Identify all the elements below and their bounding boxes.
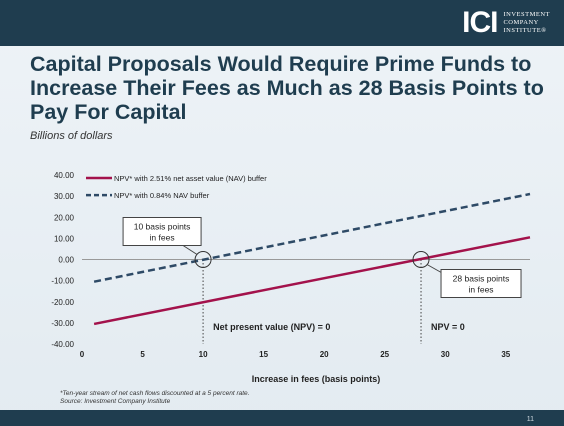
y-tick-label: 40.00 — [54, 171, 75, 180]
y-tick-label: -10.00 — [51, 277, 74, 286]
y-tick-label: 20.00 — [54, 213, 75, 222]
legend-label-1: NPV* with 2.51% net asset value (NAV) bu… — [114, 174, 267, 183]
footer-bar: 11 — [0, 410, 564, 426]
y-tick-label: 0.00 — [58, 256, 74, 265]
crossing-marker — [412, 251, 430, 268]
x-tick-label: 10 — [199, 350, 208, 359]
annotation-text: 28 basis points — [453, 274, 510, 284]
annotation-box — [440, 269, 522, 298]
x-tick-label: 0 — [80, 350, 85, 359]
y-tick-label: -40.00 — [51, 340, 74, 349]
logo-text: INVESTMENT COMPANY INSTITUTE® — [503, 11, 550, 35]
annotation-box — [122, 217, 202, 246]
logo-line-1: INVESTMENT — [503, 11, 550, 18]
y-tick-label: -30.00 — [51, 319, 74, 328]
x-tick-label: 35 — [501, 350, 510, 359]
logo-line-3: INSTITUTE® — [503, 27, 547, 34]
annotation-pointer — [426, 264, 444, 274]
legend-label-2: NPV* with 0.84% NAV buffer — [114, 191, 210, 200]
footnote: *Ten-year stream of net cash flows disco… — [60, 390, 250, 397]
x-tick-label: 30 — [441, 350, 450, 359]
x-tick-label: 15 — [259, 350, 268, 359]
annotation-text: in fees — [469, 285, 494, 295]
npv-zero-label: Net present value (NPV) = 0 — [213, 322, 330, 332]
page-number: 11 — [526, 416, 534, 423]
x-tick-label: 5 — [140, 350, 145, 359]
logo-line-2: COMPANY — [503, 19, 539, 26]
x-tick-label: 25 — [380, 350, 389, 359]
crossing-marker — [194, 251, 212, 268]
annotation-text: in fees — [150, 233, 175, 243]
header-bar: ICI INVESTMENT COMPANY INSTITUTE® — [0, 0, 564, 46]
ici-logo: ICI INVESTMENT COMPANY INSTITUTE® — [462, 7, 550, 39]
logo-mark: ICI — [462, 6, 498, 39]
annotation-pointer — [182, 245, 198, 255]
y-tick-label: 10.00 — [54, 234, 75, 243]
annotation-text: 10 basis points — [134, 222, 191, 232]
source-note: Source: Investment Company Institute — [60, 398, 171, 405]
slide-title: Capital Proposals Would Require Prime Fu… — [30, 52, 544, 124]
series-line-1 — [93, 236, 531, 326]
chart-subtitle: Billions of dollars — [30, 130, 113, 142]
series-line-2 — [93, 192, 531, 283]
y-tick-label: 30.00 — [54, 192, 75, 201]
npv-zero-label: NPV = 0 — [431, 322, 465, 332]
x-tick-label: 20 — [320, 350, 329, 359]
y-tick-label: -20.00 — [51, 298, 74, 307]
x-axis-label: Increase in fees (basis points) — [252, 374, 381, 384]
